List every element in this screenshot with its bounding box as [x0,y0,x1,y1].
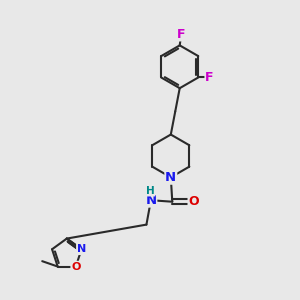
Text: N: N [145,194,157,207]
Text: O: O [188,195,199,208]
Text: F: F [177,28,185,40]
Text: N: N [77,244,86,254]
Text: F: F [205,71,214,84]
Text: N: N [165,171,176,184]
Text: H: H [146,186,155,196]
Text: O: O [71,262,80,272]
